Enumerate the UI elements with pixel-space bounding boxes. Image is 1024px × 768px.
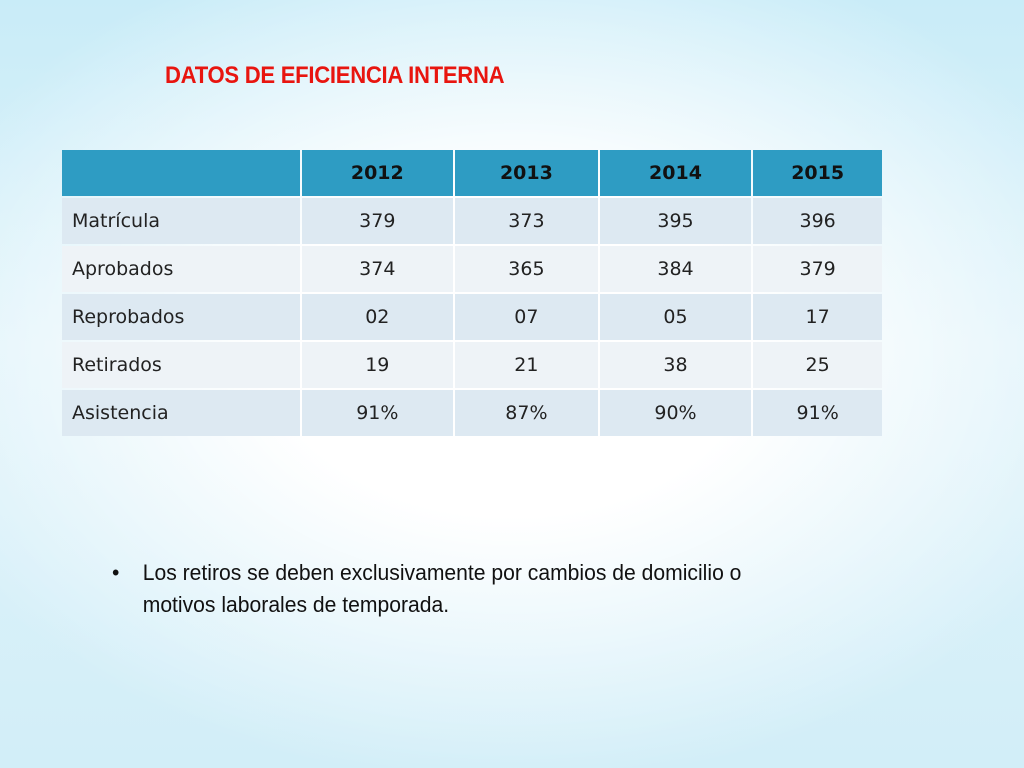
- table-cell: 91%: [301, 390, 454, 436]
- table-cell: 02: [301, 294, 454, 340]
- table-cell: 07: [455, 294, 598, 340]
- table-cell: 21: [455, 342, 598, 388]
- table-cell: 87%: [455, 390, 598, 436]
- table-header-row: 2012 2013 2014 2015: [62, 150, 882, 196]
- table-cell: 17: [753, 294, 882, 340]
- efficiency-table: 2012 2013 2014 2015 Matrícula 379 373 39…: [60, 148, 884, 438]
- table-cell: 374: [301, 246, 454, 292]
- table-cell: 38: [599, 342, 752, 388]
- header-cell-year: 2013: [455, 150, 598, 196]
- table-cell: 379: [301, 198, 454, 244]
- table-cell: 395: [599, 198, 752, 244]
- table-cell: 25: [753, 342, 882, 388]
- table-row: Matrícula 379 373 395 396: [62, 198, 882, 244]
- table-row: Reprobados 02 07 05 17: [62, 294, 882, 340]
- header-cell-year: 2015: [753, 150, 882, 196]
- bullet-icon: •: [112, 560, 120, 585]
- table-cell: 19: [301, 342, 454, 388]
- note-list: • Los retiros se deben exclusivamente po…: [112, 557, 812, 621]
- row-label: Asistencia: [62, 390, 300, 436]
- table-cell: 373: [455, 198, 598, 244]
- row-label: Reprobados: [62, 294, 300, 340]
- slide-title: DATOS DE EFICIENCIA INTERNA: [165, 62, 505, 89]
- header-cell-corner: [62, 150, 300, 196]
- note-item: • Los retiros se deben exclusivamente po…: [112, 557, 784, 621]
- row-label: Aprobados: [62, 246, 300, 292]
- row-label: Retirados: [62, 342, 300, 388]
- note-text: Los retiros se deben exclusivamente por …: [142, 560, 742, 617]
- table-cell: 379: [753, 246, 882, 292]
- header-cell-year: 2012: [301, 150, 454, 196]
- table-cell: 384: [599, 246, 752, 292]
- table-cell: 05: [599, 294, 752, 340]
- table-cell: 396: [753, 198, 882, 244]
- row-label: Matrícula: [62, 198, 300, 244]
- table-row: Aprobados 374 365 384 379: [62, 246, 882, 292]
- header-cell-year: 2014: [599, 150, 752, 196]
- table-cell: 91%: [753, 390, 882, 436]
- table-row: Asistencia 91% 87% 90% 91%: [62, 390, 882, 436]
- table-row: Retirados 19 21 38 25: [62, 342, 882, 388]
- table-cell: 90%: [599, 390, 752, 436]
- table-cell: 365: [455, 246, 598, 292]
